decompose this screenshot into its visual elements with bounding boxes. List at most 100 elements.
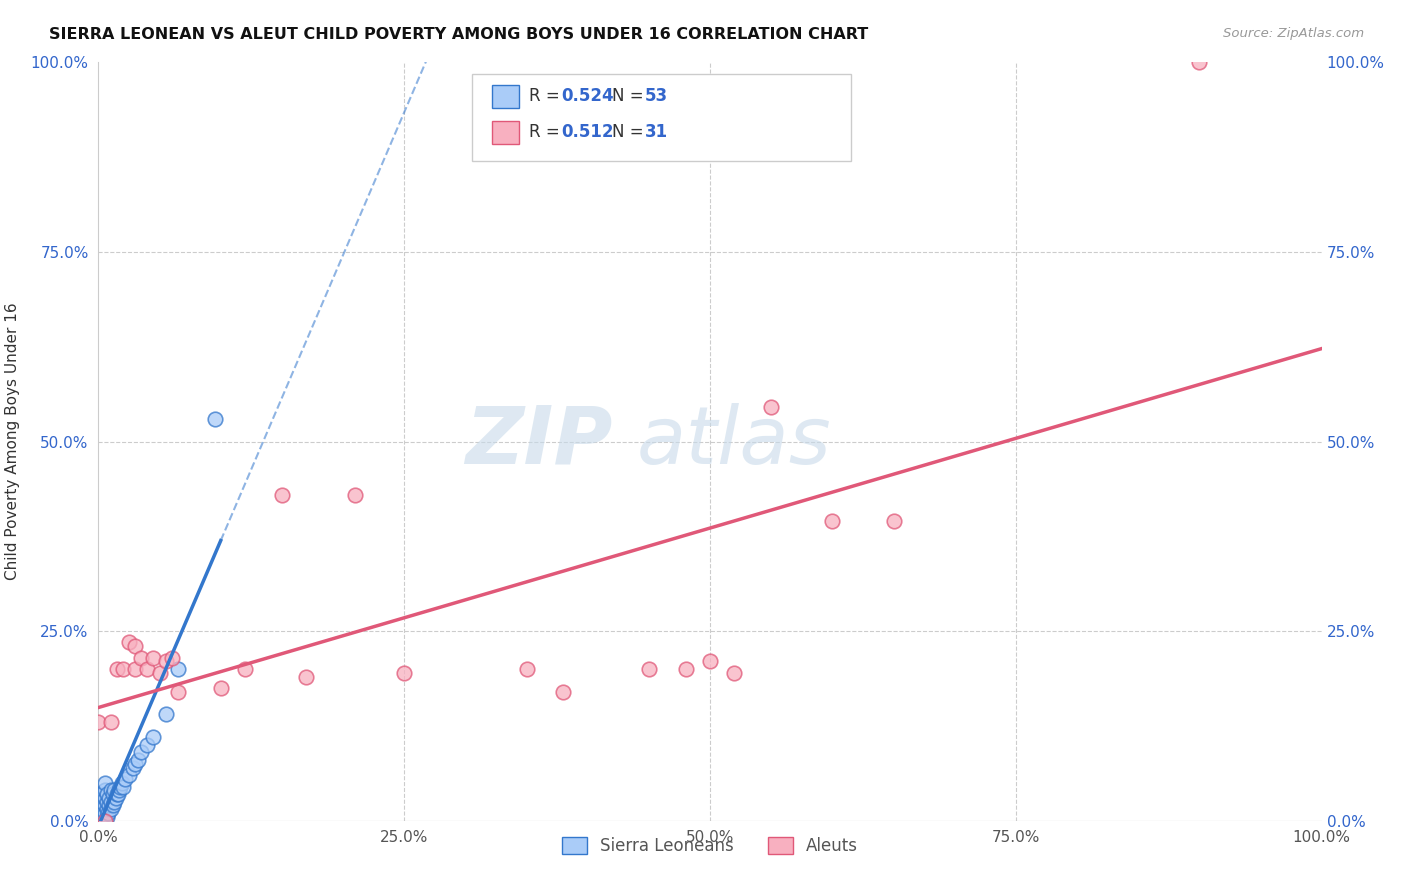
Point xyxy=(1188,55,1211,70)
Point xyxy=(91,795,114,809)
Point xyxy=(121,760,143,774)
Text: ZIP: ZIP xyxy=(465,402,612,481)
Point xyxy=(98,791,121,805)
Point xyxy=(90,798,112,813)
Point xyxy=(93,791,115,805)
FancyBboxPatch shape xyxy=(471,74,851,161)
Point xyxy=(100,802,122,816)
Point xyxy=(96,810,118,824)
Point xyxy=(91,802,114,816)
Point xyxy=(136,662,159,676)
Text: Source: ZipAtlas.com: Source: ZipAtlas.com xyxy=(1223,27,1364,40)
Point xyxy=(96,787,118,801)
Point xyxy=(124,756,146,771)
Point xyxy=(87,810,110,824)
Point xyxy=(124,639,146,653)
Point xyxy=(96,795,118,809)
Point xyxy=(209,681,232,695)
Point xyxy=(167,662,190,676)
Point xyxy=(124,662,146,676)
Point xyxy=(111,662,134,676)
Point xyxy=(103,795,125,809)
Point xyxy=(93,814,115,828)
Point xyxy=(90,814,112,828)
Point xyxy=(233,662,256,676)
Point xyxy=(93,776,115,790)
Text: N =: N = xyxy=(612,87,644,104)
Legend: Sierra Leoneans, Aleuts: Sierra Leoneans, Aleuts xyxy=(555,830,865,862)
Point xyxy=(91,787,114,801)
Point xyxy=(93,806,115,821)
Point xyxy=(108,783,131,797)
Point xyxy=(142,730,165,744)
Point xyxy=(91,810,114,824)
Point xyxy=(392,665,416,680)
Text: atlas: atlas xyxy=(637,402,831,481)
Point xyxy=(100,715,122,730)
Y-axis label: Child Poverty Among Boys Under 16: Child Poverty Among Boys Under 16 xyxy=(4,302,20,581)
Point xyxy=(699,655,721,669)
Point xyxy=(104,791,127,805)
Point xyxy=(675,662,697,676)
Text: N =: N = xyxy=(612,123,644,141)
FancyBboxPatch shape xyxy=(492,120,519,144)
Point xyxy=(100,783,122,797)
Text: 0.524: 0.524 xyxy=(561,87,613,104)
Point xyxy=(821,514,844,528)
Point xyxy=(87,791,110,805)
Point xyxy=(98,798,121,813)
Point xyxy=(270,487,294,501)
Point xyxy=(118,768,141,782)
Text: SIERRA LEONEAN VS ALEUT CHILD POVERTY AMONG BOYS UNDER 16 CORRELATION CHART: SIERRA LEONEAN VS ALEUT CHILD POVERTY AM… xyxy=(49,27,869,42)
Point xyxy=(344,487,367,501)
Point xyxy=(87,715,110,730)
Point xyxy=(136,738,159,752)
Point xyxy=(167,685,190,699)
Text: R =: R = xyxy=(529,123,560,141)
Point xyxy=(93,783,115,797)
Point xyxy=(515,662,537,676)
Point xyxy=(160,650,183,665)
Point xyxy=(105,787,128,801)
Point xyxy=(87,787,110,801)
Text: R =: R = xyxy=(529,87,560,104)
Point xyxy=(155,655,177,669)
FancyBboxPatch shape xyxy=(492,85,519,108)
Point xyxy=(149,665,172,680)
Text: 31: 31 xyxy=(645,123,668,141)
Point xyxy=(87,814,110,828)
Point xyxy=(107,787,129,801)
Point xyxy=(87,798,110,813)
Point xyxy=(553,685,575,699)
Point xyxy=(90,806,112,821)
Point xyxy=(105,662,128,676)
Point xyxy=(93,814,115,828)
Point xyxy=(118,635,141,649)
Point xyxy=(101,787,124,801)
Point xyxy=(883,514,905,528)
Point xyxy=(97,806,120,821)
Point xyxy=(723,665,745,680)
Point xyxy=(127,753,149,767)
Point xyxy=(110,780,132,794)
Text: 53: 53 xyxy=(645,87,668,104)
Point xyxy=(111,776,134,790)
Point xyxy=(142,650,165,665)
Point xyxy=(96,802,118,816)
Point xyxy=(114,772,136,786)
Point xyxy=(87,802,110,816)
Point xyxy=(87,795,110,809)
Point xyxy=(129,650,152,665)
Point xyxy=(129,746,152,760)
Point xyxy=(103,783,125,797)
Point xyxy=(637,662,661,676)
Point xyxy=(295,669,318,683)
Point xyxy=(204,412,226,426)
Text: 0.512: 0.512 xyxy=(561,123,613,141)
Point xyxy=(761,401,783,415)
Point xyxy=(101,798,124,813)
Point xyxy=(111,780,134,794)
Point xyxy=(93,798,115,813)
Point xyxy=(87,806,110,821)
Point xyxy=(155,707,177,722)
